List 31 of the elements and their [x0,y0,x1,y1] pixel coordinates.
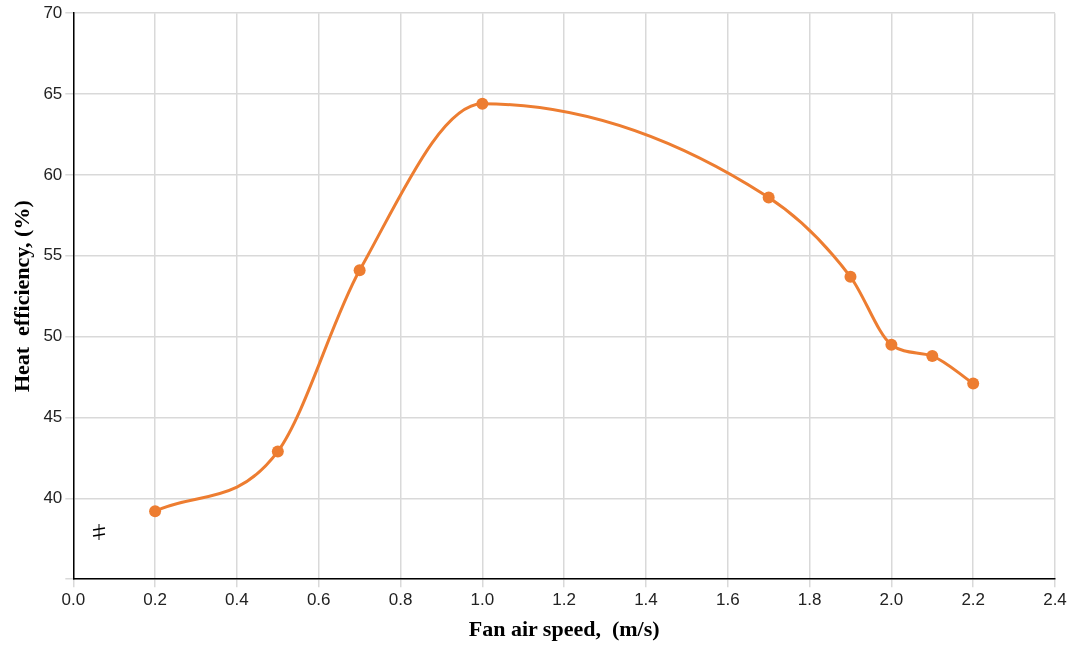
point [476,97,489,110]
x-tick-label: 2.4 [1043,590,1067,610]
point [926,350,939,363]
y-tick-label: 55 [43,245,63,265]
x-tick-label: 1.6 [715,590,740,610]
point [967,377,980,390]
point [353,264,366,277]
point [844,270,857,283]
y-tick-label: 65 [43,83,63,103]
x-tick-label: 1.4 [634,590,658,610]
x-tick-label: 0.8 [388,590,413,610]
x-tick-label: 1.0 [470,590,495,610]
x-tick-label: 2.0 [879,590,904,610]
point [762,191,775,204]
y-tick-label: 40 [43,488,63,508]
x-axis-title: Fan air speed, (m/s) [468,616,660,642]
y-axis-title: Heat efficiency, (%) [8,200,34,393]
x-tick-label: 1.8 [797,590,822,610]
x-tick-label: 0.0 [61,590,86,610]
x-tick-label: 2.2 [961,590,986,610]
y-tick-label: 45 [43,407,63,427]
x-tick-label: 1.2 [552,590,576,610]
y-tick-label: 60 [43,164,63,184]
point [885,338,898,351]
x-tick-label: 0.4 [225,590,249,610]
y-tick-label: 50 [43,326,63,346]
x-tick-label: 0.6 [306,590,331,610]
y-tick-label: 70 [43,2,63,22]
point [149,505,162,518]
point [271,445,284,458]
x-tick-label: 0.2 [143,590,167,610]
